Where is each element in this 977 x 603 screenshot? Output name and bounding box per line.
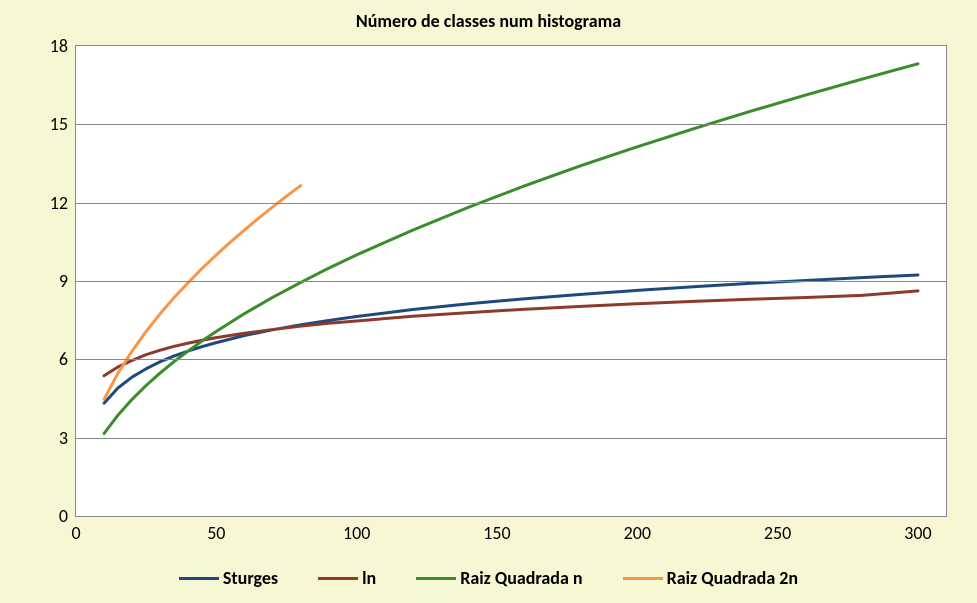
gridline-horizontal <box>76 203 946 204</box>
y-axis-tick-label: 15 <box>50 113 68 135</box>
y-axis-tick-label: 0 <box>59 505 68 527</box>
legend-swatch <box>318 577 358 580</box>
plot-area: 0369121518050100150200250300 <box>75 45 947 517</box>
legend-swatch <box>416 577 456 580</box>
y-axis-tick-label: 9 <box>59 270 68 292</box>
gridline-horizontal <box>76 438 946 439</box>
series-line <box>104 275 918 403</box>
legend-item: Raiz Quadrada 2n <box>623 567 799 589</box>
y-axis-tick-label: 6 <box>59 348 68 370</box>
x-axis-tick-label: 150 <box>483 522 510 544</box>
legend-item: Raiz Quadrada n <box>416 567 582 589</box>
chart-title: Número de classes num histograma <box>0 10 977 32</box>
legend-label: Raiz Quadrada 2n <box>667 567 799 589</box>
x-axis-tick-label: 100 <box>343 522 370 544</box>
legend-item: ln <box>318 567 376 589</box>
y-axis-tick-label: 18 <box>50 35 68 57</box>
chart-container: Número de classes num histograma 0369121… <box>0 0 977 603</box>
series-line <box>104 64 918 434</box>
x-axis-tick-label: 300 <box>904 522 931 544</box>
y-axis-tick-label: 12 <box>50 192 68 214</box>
x-axis-tick-label: 50 <box>207 522 225 544</box>
legend-label: Sturges <box>223 567 278 589</box>
legend-swatch <box>179 577 219 580</box>
series-line <box>104 186 300 400</box>
series-line <box>104 291 918 376</box>
y-axis-tick-label: 3 <box>59 427 68 449</box>
legend-swatch <box>623 577 663 580</box>
x-axis-tick-label: 0 <box>71 522 80 544</box>
legend-item: Sturges <box>179 567 278 589</box>
gridline-horizontal <box>76 124 946 125</box>
gridline-horizontal <box>76 359 946 360</box>
chart-legend: Sturges ln Raiz Quadrada n Raiz Quadrada 2n <box>0 567 977 589</box>
legend-label: Raiz Quadrada n <box>460 567 582 589</box>
legend-label: ln <box>362 567 376 589</box>
gridline-horizontal <box>76 281 946 282</box>
x-axis-tick-label: 250 <box>764 522 791 544</box>
x-axis-tick-label: 200 <box>624 522 651 544</box>
